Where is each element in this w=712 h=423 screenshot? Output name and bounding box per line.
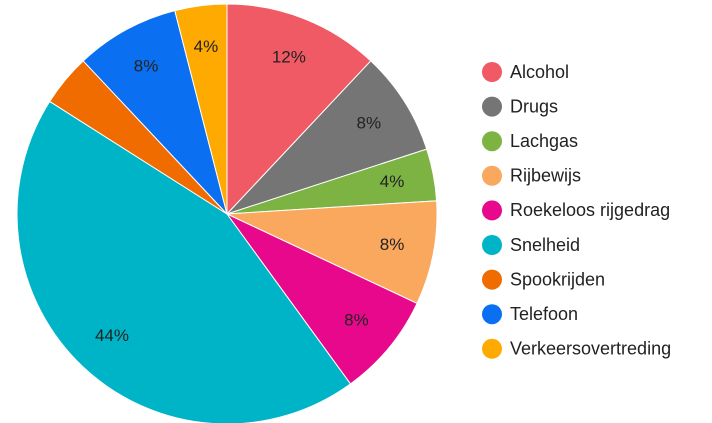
slice-label: 8%	[134, 56, 159, 75]
pie-slice	[174, 3, 228, 215]
legend-label: Snelheid	[510, 235, 580, 255]
legend-marker	[482, 200, 502, 221]
pie-slice	[226, 200, 438, 305]
slice-label: 4%	[194, 37, 219, 56]
legend-label: Lachgas	[510, 131, 578, 151]
slice-label: 44%	[95, 326, 129, 345]
slice-label: 8%	[344, 311, 369, 330]
legend-marker	[482, 62, 502, 82]
slice-label: 4%	[380, 172, 405, 191]
legend-label: Telefoon	[510, 304, 578, 324]
pie-slice	[82, 9, 228, 215]
legend-label: Alcohol	[510, 62, 569, 82]
legend-marker	[482, 96, 502, 117]
legend-label: Drugs	[510, 96, 558, 116]
pie-slice	[16, 100, 352, 423]
legend-marker	[482, 235, 502, 255]
slice-label: 12%	[272, 47, 306, 66]
slice-label: 8%	[380, 235, 405, 254]
pie-slice	[226, 3, 372, 216]
legend-marker	[482, 269, 502, 290]
pie-slice	[226, 60, 428, 215]
legend-marker	[482, 304, 502, 325]
legend-marker	[482, 131, 502, 152]
legend-label: Roekeloos rijgedrag	[510, 200, 670, 220]
legend-label: Verkeersovertreding	[510, 339, 671, 359]
pie-slice	[226, 213, 418, 385]
legend-label: Spookrijden	[510, 269, 605, 289]
legend-marker	[482, 165, 502, 186]
slice-label: 8%	[357, 113, 382, 132]
legend-marker	[482, 338, 502, 359]
legend-label: Rijbewijs	[510, 166, 581, 186]
